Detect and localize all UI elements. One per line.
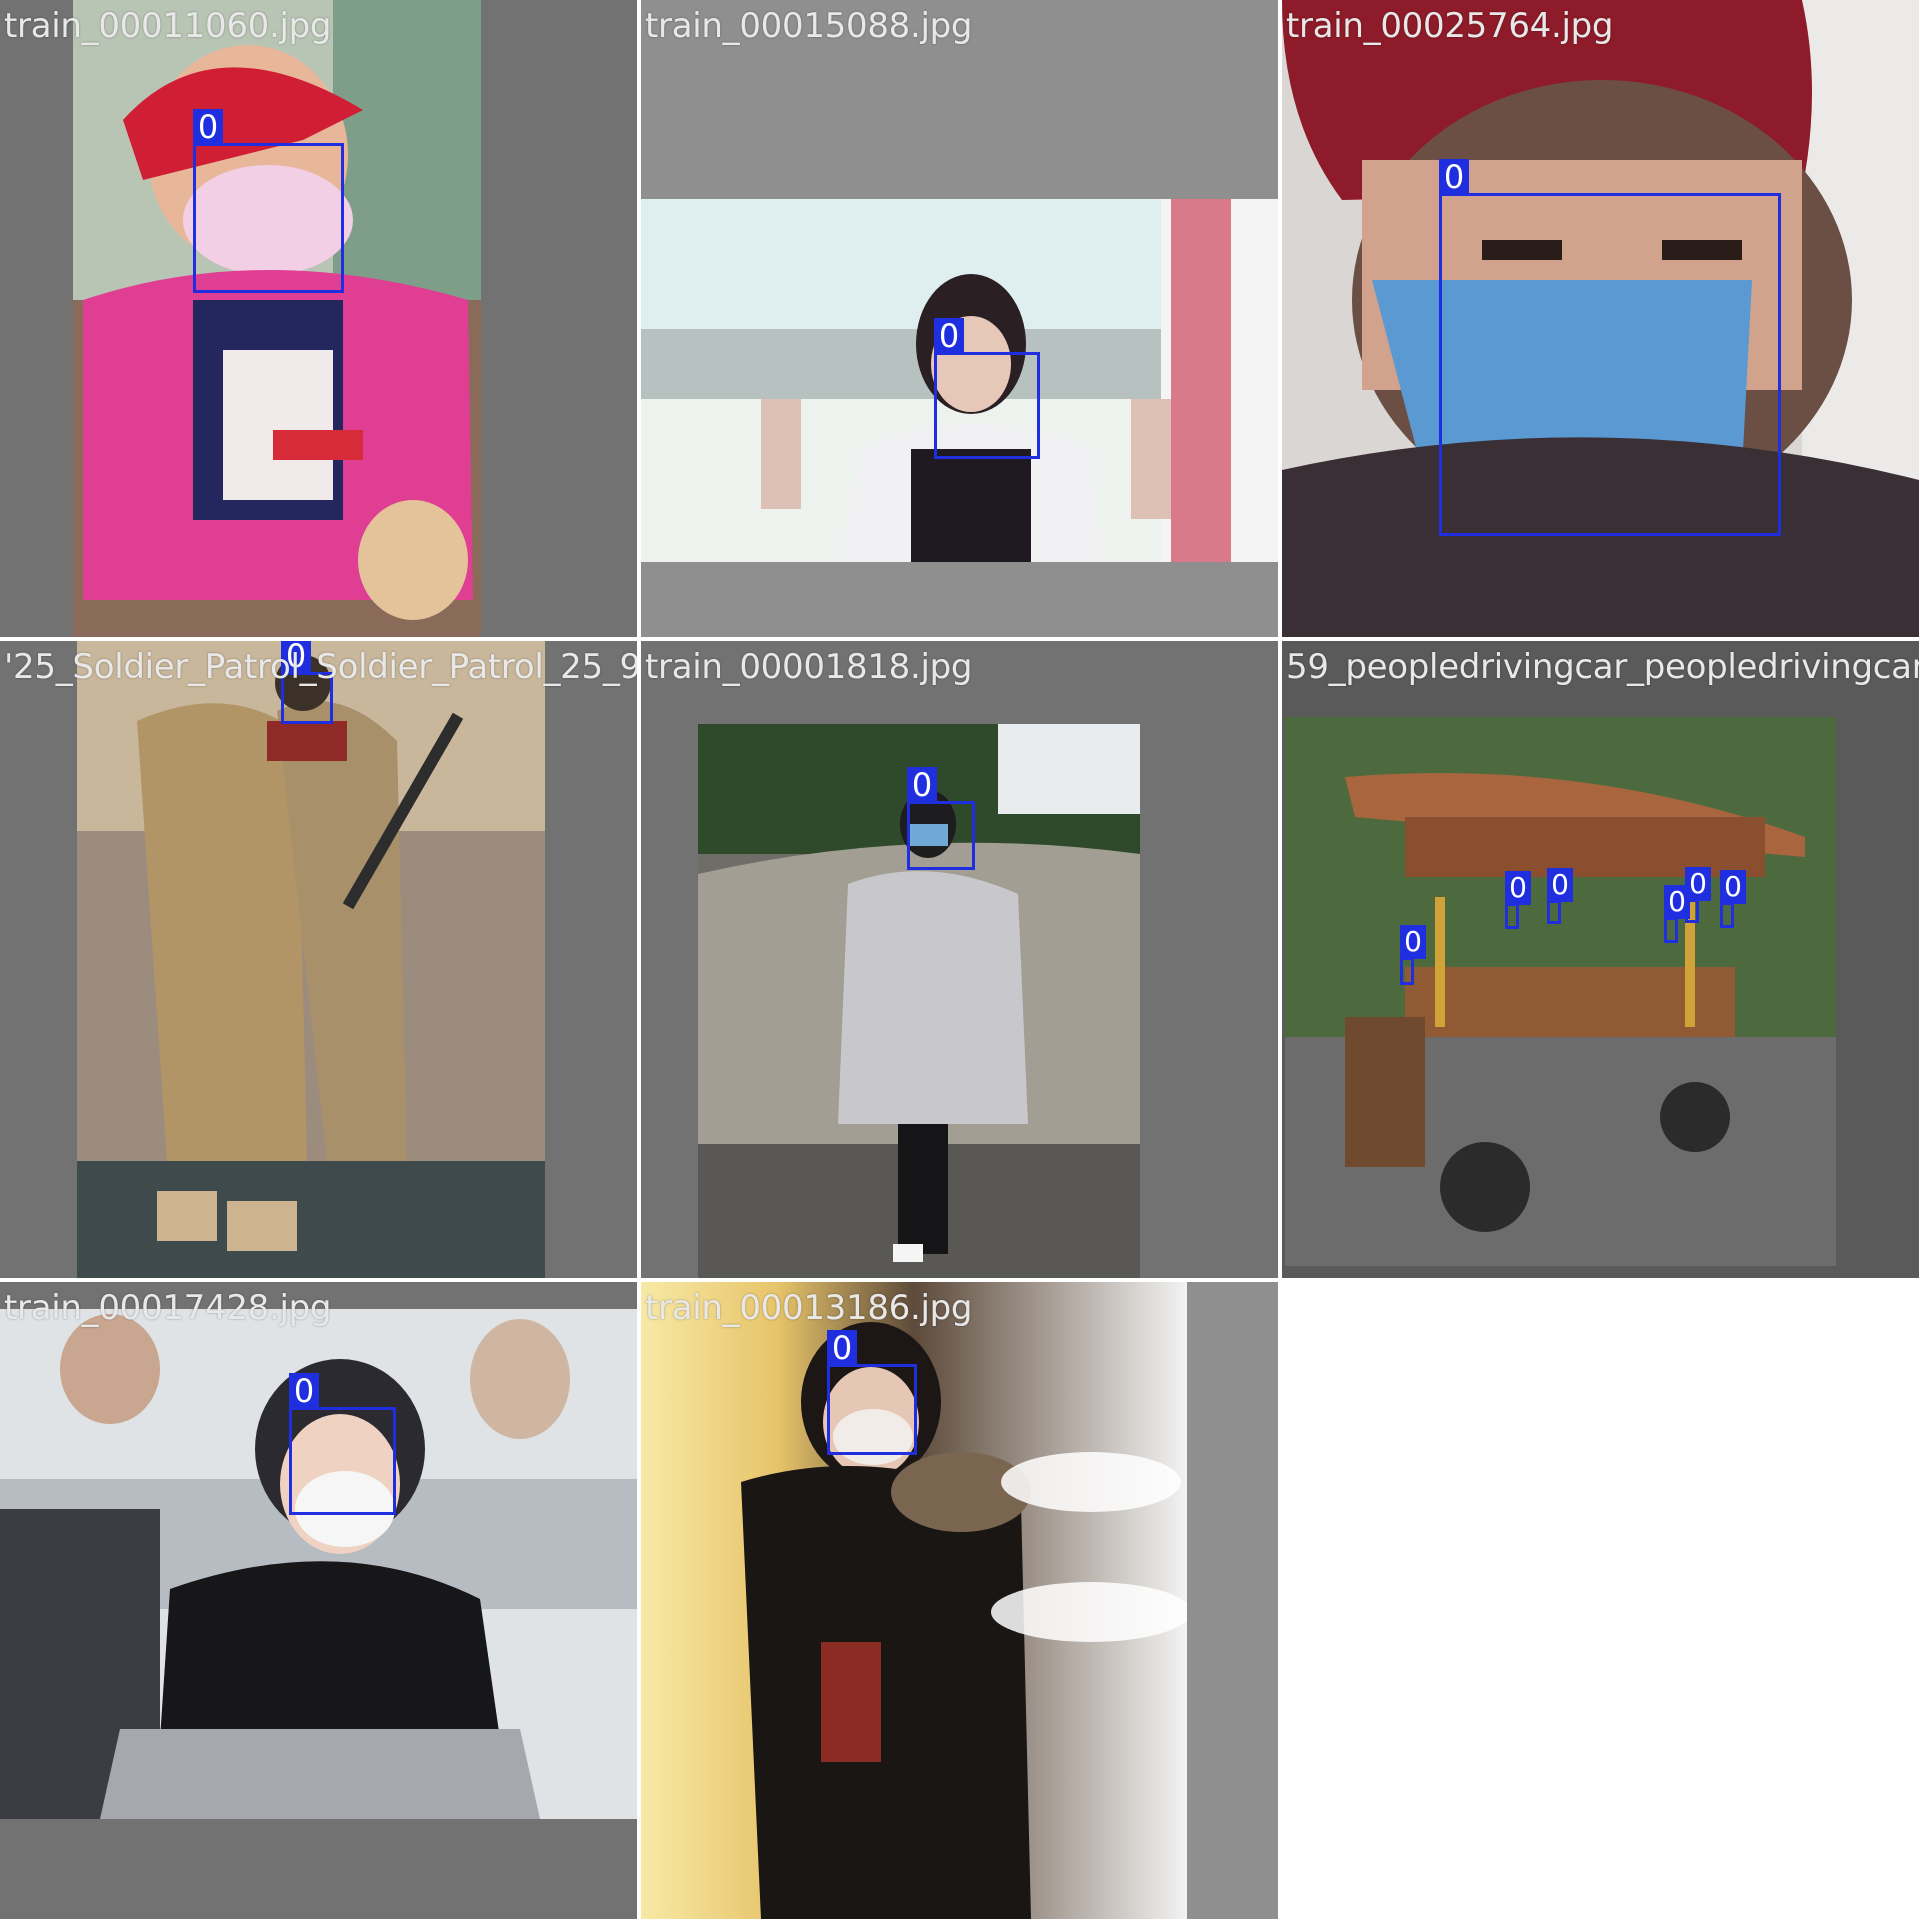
detection-box: 0 xyxy=(1547,868,1573,924)
detection-class-label: 0 xyxy=(1505,871,1531,905)
detection-class-label: 0 xyxy=(1685,867,1711,901)
tile-image-woman-raincoat-car xyxy=(698,724,1140,1278)
mosaic-tile-1: 0 train_00011060.jpg xyxy=(0,0,639,639)
mosaic-tile-7: 0 train_00017428.jpg xyxy=(0,1280,639,1920)
tile-filename: train_00025764.jpg xyxy=(1286,6,1614,46)
detection-class-label: 0 xyxy=(1439,159,1469,195)
detection-box: 0 xyxy=(934,318,1040,459)
detection-box: 0 xyxy=(281,641,333,724)
detection-class-label: 0 xyxy=(193,109,223,145)
tile-filename: '25_Soldier_Patrol_Soldier_Patrol_25_930… xyxy=(4,647,637,687)
tile-image-soldiers xyxy=(77,641,545,1278)
detection-box: 0 xyxy=(1720,870,1746,928)
tile-image-beer-bike xyxy=(1285,717,1836,1266)
detection-class-label: 0 xyxy=(934,318,964,354)
detection-class-label: 0 xyxy=(289,1373,319,1409)
detection-box: 0 xyxy=(907,767,975,870)
tile-image-person-blue-mask xyxy=(1282,0,1919,637)
detection-box: 0 xyxy=(1400,925,1426,985)
mosaic-tile-4: 0 '25_Soldier_Patrol_Soldier_Patrol_25_9… xyxy=(0,639,639,1280)
mosaic-tile-6: 0 0 0 0 0 0 59_peopledrivingcar_peopledr… xyxy=(1280,639,1920,1280)
detection-class-label: 0 xyxy=(281,641,311,674)
mosaic-tile-3: 0 train_00025764.jpg xyxy=(1280,0,1920,639)
tile-filename: train_00011060.jpg xyxy=(4,6,332,46)
mosaic-tile-5: 0 train_00001818.jpg xyxy=(639,639,1280,1280)
detection-class-label: 0 xyxy=(1720,870,1746,904)
tile-image-child-in-red-cap xyxy=(73,0,481,637)
tile-filename: 59_peopledrivingcar_peopledrivingcar xyxy=(1286,647,1919,687)
tile-filename: train_00015088.jpg xyxy=(645,6,973,46)
detection-box: 0 xyxy=(827,1330,917,1455)
mosaic-tile-8: 0 train_00013186.jpg xyxy=(639,1280,1280,1920)
tile-filename: train_00001818.jpg xyxy=(645,647,973,687)
detection-class-label: 0 xyxy=(1400,925,1426,959)
detection-box: 0 xyxy=(289,1373,396,1515)
detection-class-label: 0 xyxy=(1547,868,1573,902)
detection-box: 0 xyxy=(1664,885,1690,943)
detection-box: 0 xyxy=(193,109,344,293)
detection-box: 0 xyxy=(1685,867,1711,923)
detection-class-label: 0 xyxy=(827,1330,857,1366)
detection-class-label: 0 xyxy=(907,767,937,803)
detection-box: 0 xyxy=(1439,159,1781,536)
tile-image-woman-peace-sign xyxy=(641,199,1278,562)
tile-filename: train_00013186.jpg xyxy=(645,1288,973,1328)
tile-filename: train_00017428.jpg xyxy=(4,1288,332,1328)
detection-box: 0 xyxy=(1505,871,1531,929)
tile-image-man-mask-cap xyxy=(0,1309,637,1819)
mosaic-tile-2: 0 train_00015088.jpg xyxy=(639,0,1280,639)
